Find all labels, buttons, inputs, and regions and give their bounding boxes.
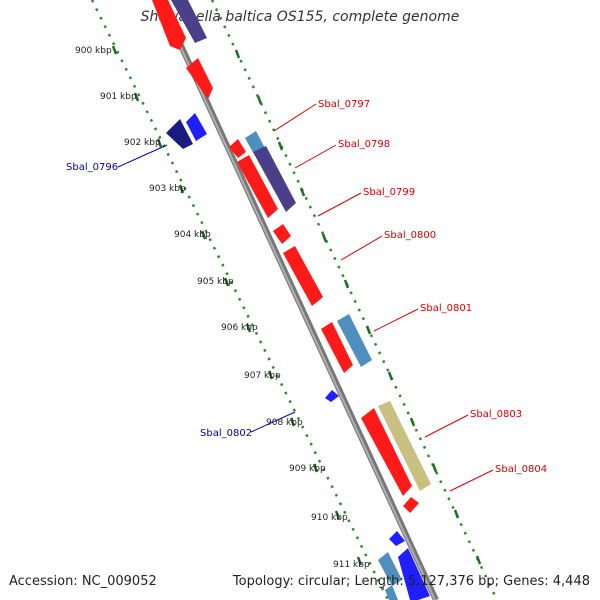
gene-feature bbox=[152, 0, 186, 50]
outer-dotted-guide bbox=[210, 0, 499, 600]
tick-label: 907 kbp bbox=[244, 371, 281, 381]
gene-feature bbox=[186, 58, 213, 99]
gene-feature bbox=[389, 531, 405, 546]
gene-label-sbal-0800: Sbal_0800 bbox=[384, 230, 436, 241]
tick-label: 900 kbp bbox=[75, 46, 112, 56]
outer-tick-marks bbox=[234, 49, 482, 565]
gene-feature bbox=[325, 390, 339, 402]
gene-label-sbal-0797: Sbal_0797 bbox=[318, 99, 370, 110]
gene-feature bbox=[378, 552, 402, 586]
gene-feature bbox=[229, 139, 246, 158]
gene-feature bbox=[403, 497, 419, 513]
gene-labels: Sbal_0797 Sbal_0798 Sbal_0799 Sbal_0800 … bbox=[66, 99, 547, 475]
gene-feature bbox=[385, 585, 398, 600]
tick-label: 902 kbp bbox=[124, 138, 161, 148]
gene-feature bbox=[321, 322, 353, 373]
gene-feature bbox=[237, 155, 278, 218]
gene-feature bbox=[253, 146, 296, 212]
inner-dotted-guide bbox=[90, 0, 390, 600]
tick-label: 911 kbp bbox=[333, 560, 370, 570]
gene-feature bbox=[166, 119, 193, 149]
tick-label: 906 kbp bbox=[221, 323, 258, 333]
gene-label-sbal-0798: Sbal_0798 bbox=[338, 139, 390, 150]
gene-feature bbox=[378, 401, 431, 491]
gene-label-sbal-0801: Sbal_0801 bbox=[420, 303, 472, 314]
gene-label-sbal-0802: Sbal_0802 bbox=[200, 428, 252, 439]
tick-label: 904 kbp bbox=[174, 230, 211, 240]
gene-feature bbox=[337, 314, 372, 367]
gene-label-sbal-0799: Sbal_0799 bbox=[363, 187, 415, 198]
gene-features bbox=[152, 0, 431, 600]
tick-label: 903 kbp bbox=[149, 184, 186, 194]
label-leaders bbox=[117, 103, 494, 492]
tick-label: 901 kbp bbox=[100, 92, 137, 102]
gene-label-sbal-0796: Sbal_0796 bbox=[66, 162, 118, 173]
tick-label: 905 kbp bbox=[197, 277, 234, 287]
tick-label: 908 kbp bbox=[266, 418, 303, 428]
gene-label-sbal-0803: Sbal_0803 bbox=[470, 409, 522, 420]
gene-feature bbox=[361, 408, 412, 496]
gene-feature bbox=[171, 0, 207, 43]
gene-feature bbox=[398, 548, 430, 600]
gene-feature bbox=[273, 224, 291, 244]
map-title: Shewanella baltica OS155, complete genom… bbox=[140, 9, 460, 25]
tick-label: 909 kbp bbox=[289, 464, 326, 474]
inner-tick-marks bbox=[111, 45, 363, 566]
gene-label-sbal-0804: Sbal_0804 bbox=[495, 464, 547, 475]
genome-summary-text: Topology: circular; Length: 5,127,376 bp… bbox=[232, 574, 590, 589]
gene-feature bbox=[186, 113, 207, 141]
tick-labels: 900 kbp 901 kbp 902 kbp 903 kbp 904 kbp … bbox=[75, 46, 370, 570]
tick-label: 910 kbp bbox=[311, 513, 348, 523]
gene-feature bbox=[283, 246, 323, 306]
accession-text: Accession: NC_009052 bbox=[9, 574, 157, 589]
